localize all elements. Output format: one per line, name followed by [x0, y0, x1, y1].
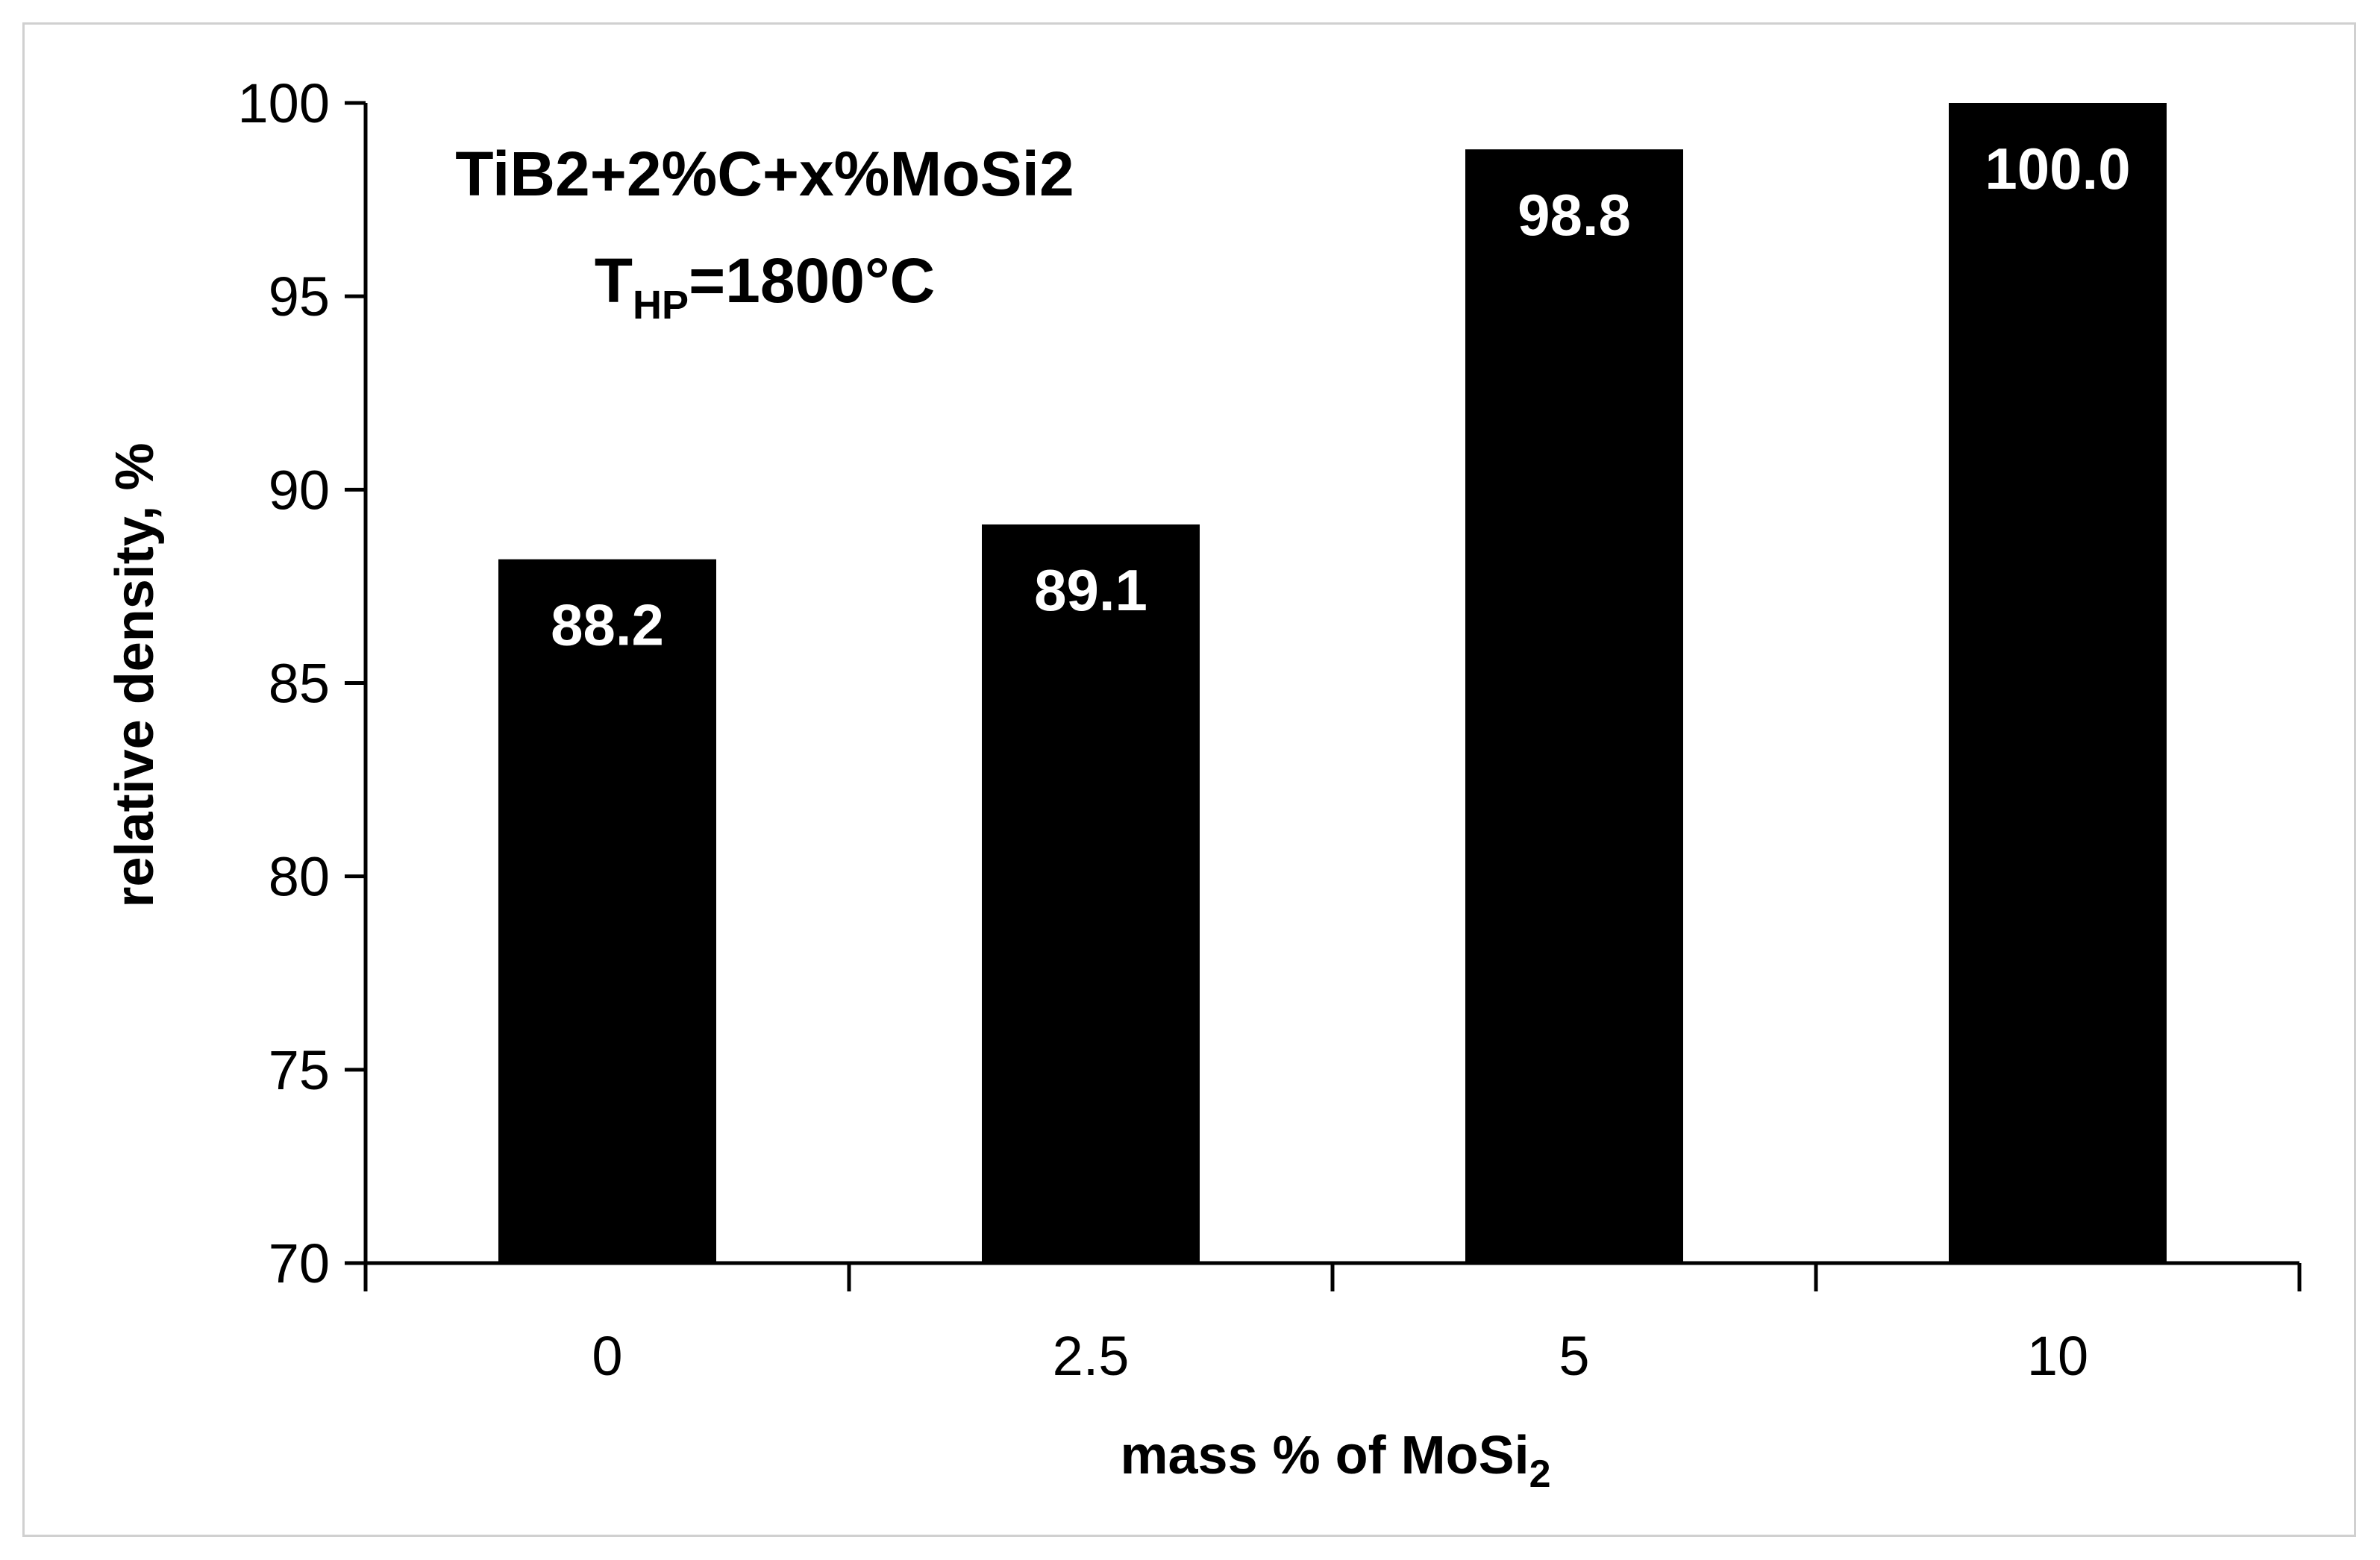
x-axis-title: mass % of MoSi2 [1120, 1426, 1550, 1496]
annotation-composition: TiB2+2%C+x%MoSi2 [455, 139, 1074, 209]
x-tick-label: 0 [592, 1325, 622, 1387]
x-tick-label: 2.5 [1053, 1325, 1130, 1387]
bar-value-label: 100.0 [1985, 136, 2130, 201]
y-tick-label: 100 [238, 72, 330, 134]
y-ticks-group: 70 75 80 85 90 95 100 [238, 72, 366, 1294]
bar [1465, 149, 1683, 1264]
y-tick-label: 80 [269, 846, 330, 908]
bar-value-label: 89.1 [1034, 557, 1147, 623]
x-ticks-group: 0 2.5 5 10 [363, 1263, 2302, 1387]
bar [982, 524, 1200, 1263]
y-tick-label: 85 [269, 653, 330, 715]
x-tick-label: 5 [1559, 1325, 1589, 1387]
bars-group [498, 103, 2167, 1264]
data-labels-group: 88.2 89.1 98.8 100.0 [551, 136, 2131, 658]
y-tick-label: 75 [269, 1039, 330, 1101]
annotation-temperature: THP=1800°C [595, 245, 936, 328]
y-tick-label: 70 [269, 1232, 330, 1294]
y-tick-label: 90 [269, 459, 330, 521]
bar-value-label: 88.2 [551, 592, 664, 658]
y-tick-label: 95 [269, 266, 330, 328]
bar [1949, 103, 2167, 1263]
x-tick-label: 10 [2027, 1325, 2088, 1387]
bar-value-label: 98.8 [1518, 182, 1631, 248]
y-axis-title: relative density, % [105, 443, 165, 908]
bar [498, 559, 716, 1263]
